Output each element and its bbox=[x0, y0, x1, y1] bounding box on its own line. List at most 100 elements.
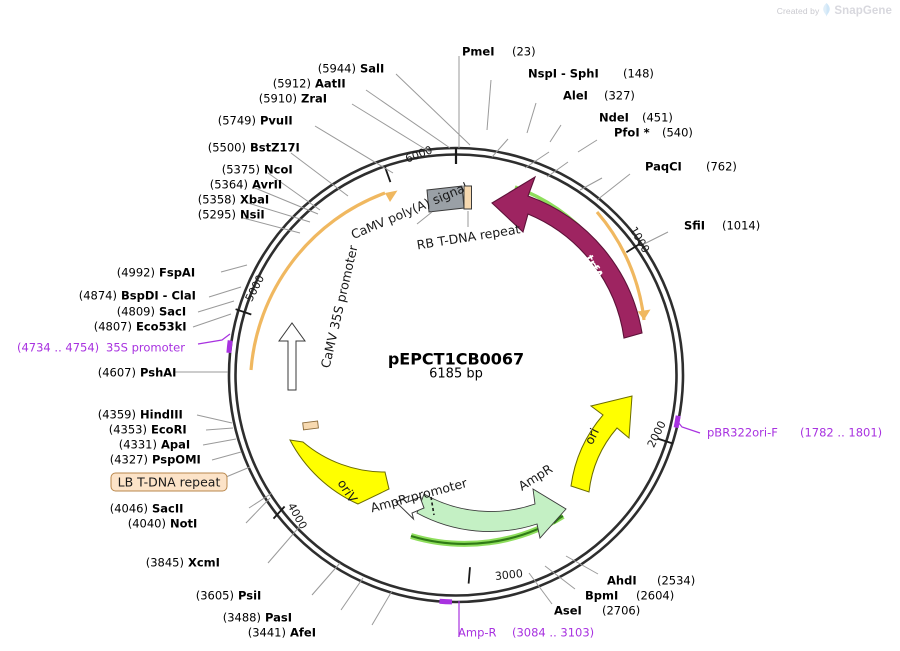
site-name: PmeI bbox=[462, 45, 495, 59]
site-label[interactable]: (3441) AfeI bbox=[248, 626, 316, 640]
feature-trfa[interactable]: trfA bbox=[491, 175, 643, 339]
site-label[interactable]: AhdI (2534) bbox=[607, 574, 695, 588]
site-label[interactable]: BpmI (2604) bbox=[585, 589, 674, 603]
leader-camv-polya bbox=[416, 211, 433, 225]
sites-top-right: PmeI (23) NspI - SphI (148) AleI (327) N… bbox=[462, 45, 760, 233]
site-label[interactable]: (3605) PsiI bbox=[196, 589, 262, 603]
feature-ampr[interactable]: AmpR bbox=[416, 461, 567, 539]
site-pos: (4353) bbox=[109, 423, 147, 437]
site-label[interactable]: (4353) EcoRI bbox=[109, 423, 187, 437]
site-pos: (4874) bbox=[79, 289, 117, 303]
primer-label-35s-promoter[interactable]: (4734 .. 4754) 35S promoter bbox=[17, 341, 185, 355]
leader-lines bbox=[173, 56, 701, 637]
site-name: PspOMI bbox=[152, 453, 201, 467]
site-pos: (4327) bbox=[110, 453, 148, 467]
site-name: BstZ17I bbox=[250, 141, 300, 155]
orange-arc-right bbox=[595, 210, 651, 321]
site-label[interactable]: AseI (2706) bbox=[554, 604, 640, 618]
site-label[interactable]: (4046) SacII bbox=[110, 502, 184, 516]
site-pos: (1014) bbox=[722, 219, 760, 233]
site-name: PaqCI bbox=[645, 160, 682, 174]
site-pos: (4807) bbox=[94, 320, 132, 334]
site-name: NdeI bbox=[599, 111, 629, 125]
primer-range: (4734 .. 4754) bbox=[17, 341, 99, 355]
site-pos: (3488) bbox=[223, 611, 261, 625]
site-name: PasI bbox=[265, 611, 292, 625]
site-label[interactable]: (5500) BstZ17I bbox=[208, 141, 300, 155]
site-name: PshAI bbox=[140, 366, 176, 380]
feature-oriv[interactable]: oriV bbox=[289, 439, 390, 506]
primer-range: (1782 .. 1801) bbox=[800, 426, 882, 440]
site-label[interactable]: (5295) NsiI bbox=[198, 208, 265, 222]
site-name: NspI - SphI bbox=[528, 67, 599, 81]
primer-name: 35S promoter bbox=[106, 341, 185, 355]
site-label[interactable]: (4359) HindIII bbox=[98, 408, 183, 422]
primer-mark-amp-r bbox=[439, 598, 453, 605]
site-name: AseI bbox=[554, 604, 582, 618]
site-label[interactable]: (5912) AatII bbox=[273, 77, 346, 91]
site-name: PvuII bbox=[260, 114, 293, 128]
snapgene-leaf-icon bbox=[822, 2, 831, 21]
site-label[interactable]: (4040) NotI bbox=[128, 517, 198, 531]
site-pos: (4607) bbox=[98, 366, 136, 380]
badge-lb-tdna-repeat[interactable]: LB T-DNA repeat bbox=[110, 472, 228, 492]
site-name: ApaI bbox=[161, 438, 190, 452]
site-label[interactable]: (3488) PasI bbox=[223, 611, 292, 625]
site-label[interactable]: (5364) AvrII bbox=[210, 178, 282, 192]
site-pos: (5910) bbox=[259, 92, 297, 106]
site-pos: (4359) bbox=[98, 408, 136, 422]
plasmid-size: 6185 bp bbox=[429, 367, 483, 382]
site-label[interactable]: (4327) PspOMI bbox=[110, 453, 201, 467]
site-pos: (4040) bbox=[128, 517, 166, 531]
site-label[interactable]: (4607) PshAI bbox=[98, 366, 177, 380]
site-label[interactable]: PaqCI (762) bbox=[645, 160, 737, 174]
site-name: XbaI bbox=[240, 193, 269, 207]
site-label[interactable]: (5910) ZraI bbox=[259, 92, 327, 106]
page-title: pEPCT1CB0067 bbox=[388, 350, 524, 369]
site-label[interactable]: (5749) PvuII bbox=[218, 114, 293, 128]
tick-label-6000: 6000 bbox=[403, 143, 434, 165]
site-name: PfoI * bbox=[614, 126, 650, 140]
site-pos: (5944) bbox=[318, 62, 356, 76]
site-pos: (327) bbox=[604, 89, 635, 103]
primer-label-pbr322ori-f[interactable]: pBR322ori-F (1782 .. 1801) bbox=[707, 426, 882, 440]
site-label[interactable]: SfiI (1014) bbox=[684, 219, 760, 233]
site-label[interactable]: (3845) XcmI bbox=[146, 556, 220, 570]
site-pos: (2604) bbox=[636, 589, 674, 603]
site-pos: (148) bbox=[623, 67, 654, 81]
site-name: EcoRI bbox=[151, 423, 187, 437]
site-name: ZraI bbox=[301, 92, 327, 106]
site-label[interactable]: NspI - SphI (148) bbox=[528, 67, 654, 81]
site-label[interactable]: (4807) Eco53kI bbox=[94, 320, 187, 334]
site-pos: (23) bbox=[512, 45, 536, 59]
site-name: NotI bbox=[170, 517, 197, 531]
feature-ori[interactable]: ori bbox=[570, 395, 633, 493]
site-name: BpmI bbox=[585, 589, 618, 603]
site-label[interactable]: (4809) SacI bbox=[117, 305, 186, 319]
site-label[interactable]: (5358) XbaI bbox=[198, 193, 269, 207]
site-label[interactable]: AleI (327) bbox=[563, 89, 635, 103]
site-label[interactable]: (4331) ApaI bbox=[119, 438, 190, 452]
site-pos: (5364) bbox=[210, 178, 248, 192]
site-name: AleI bbox=[563, 89, 588, 103]
site-label[interactable]: (5944) SalI bbox=[318, 62, 385, 76]
site-pos: (4992) bbox=[117, 266, 155, 280]
site-label[interactable]: (4992) FspAI bbox=[117, 266, 195, 280]
site-name: HindIII bbox=[140, 408, 183, 422]
site-label[interactable]: NdeI (451) bbox=[599, 111, 673, 125]
site-pos: (2706) bbox=[602, 604, 640, 618]
site-name: NcoI bbox=[264, 163, 293, 177]
site-name: SacII bbox=[152, 502, 183, 516]
site-label[interactable]: (5375) NcoI bbox=[222, 163, 293, 177]
site-pos: (5358) bbox=[198, 193, 236, 207]
site-pos: (2534) bbox=[657, 574, 695, 588]
primer-mark-35s bbox=[226, 340, 233, 353]
watermark-brand: SnapGene bbox=[834, 5, 892, 17]
site-label[interactable]: (4874) BspDI - ClaI bbox=[79, 289, 196, 303]
site-label[interactable]: PfoI * (540) bbox=[614, 126, 693, 140]
site-pos: (5295) bbox=[198, 208, 236, 222]
site-label[interactable]: PmeI (23) bbox=[462, 45, 536, 59]
site-pos: (5500) bbox=[208, 141, 246, 155]
primer-label-amp-r[interactable]: Amp-R (3084 .. 3103) bbox=[458, 626, 594, 640]
watermark-created-by: Created by bbox=[776, 6, 820, 16]
